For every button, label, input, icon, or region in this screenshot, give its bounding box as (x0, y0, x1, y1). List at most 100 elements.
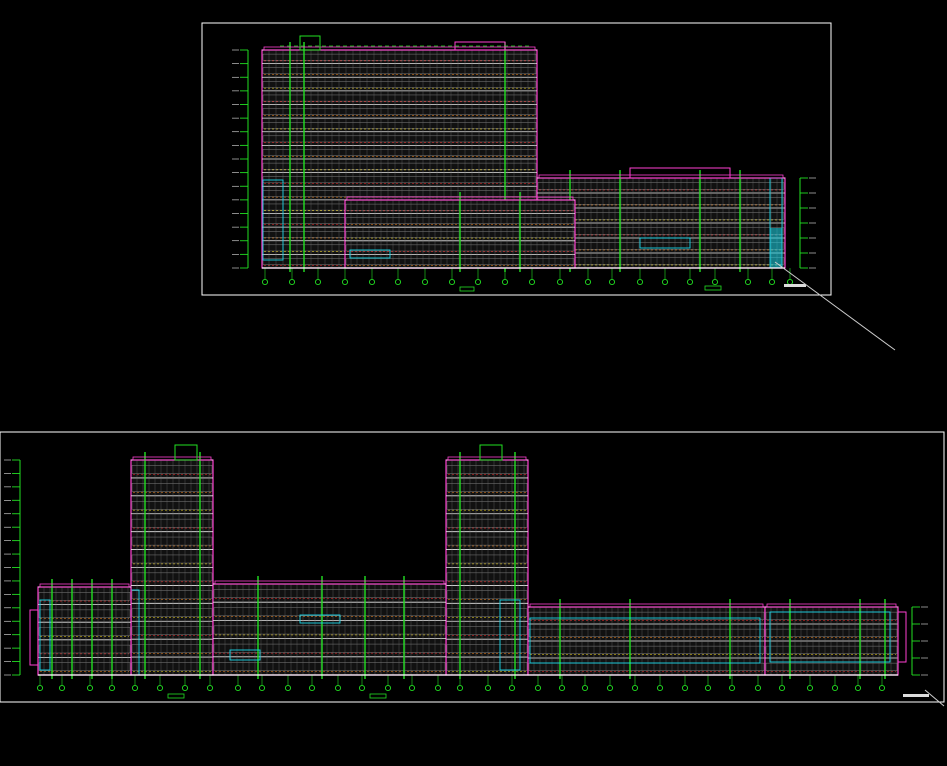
lower-tower-b-block (445, 444, 529, 679)
lower-title-mark (903, 694, 929, 697)
lower-podium-block (29, 576, 907, 679)
window-band (131, 483, 213, 492)
axis-bubble (341, 278, 349, 286)
axis-bubble (744, 278, 752, 286)
axis-bubble (508, 684, 516, 692)
axis-bubble (384, 684, 392, 692)
window-band (213, 643, 446, 653)
window-band (38, 609, 131, 619)
axis-bubble (681, 684, 689, 692)
glazing-highlight (639, 237, 691, 249)
axis-bubble (284, 684, 292, 692)
window-band (537, 182, 785, 190)
glazing-highlight (39, 599, 51, 671)
axis-bubble (778, 684, 786, 692)
window-band (262, 53, 537, 61)
glazing-highlight (529, 617, 761, 664)
window-band (213, 662, 446, 671)
window-band (38, 644, 131, 654)
lower-axis-tag (369, 693, 387, 699)
window-band (446, 644, 528, 653)
axis-bubble (631, 684, 639, 692)
axis-bubble (308, 684, 316, 692)
axis-bubble (234, 684, 242, 692)
window-band (446, 608, 528, 617)
axis-bubble (831, 684, 839, 692)
window-band (38, 592, 131, 601)
parapet (766, 603, 897, 608)
glazing-highlight (262, 179, 284, 261)
upper-title-mark (784, 284, 806, 287)
axis-bubble (656, 684, 664, 692)
window-band (131, 518, 213, 528)
window-band (213, 625, 446, 635)
glazing-highlight (769, 611, 891, 663)
tower-b-roof (479, 444, 503, 461)
axis-bubble (534, 684, 542, 692)
upper-podium-block (344, 167, 786, 272)
parapet (214, 580, 445, 585)
upper-grid-axes (261, 268, 794, 292)
window-band (262, 122, 537, 129)
glazing-highlight (229, 649, 261, 661)
window-band (131, 590, 213, 600)
window-band (38, 662, 131, 671)
upper-axis-tag (459, 286, 475, 292)
axis-bubble (394, 278, 402, 286)
parapet (529, 603, 764, 608)
axis-bubble (768, 278, 776, 286)
tower-a-roof (174, 444, 198, 461)
axis-bubble (448, 278, 456, 286)
axis-bubble (288, 278, 296, 286)
glazing-highlight (349, 249, 391, 259)
axis-bubble (704, 684, 712, 692)
axis-bubble (314, 278, 322, 286)
axis-bubble (86, 684, 94, 692)
lower-tower-a-block (130, 444, 214, 679)
window-band (446, 626, 528, 635)
axis-bubble (754, 684, 762, 692)
roof-tower-a (299, 35, 321, 51)
lower-elevation-drawing (0, 431, 945, 707)
axis-bubble (501, 278, 509, 286)
lower-axis-tag (167, 693, 185, 699)
lower-level-markers-left (4, 459, 21, 676)
window-band (446, 536, 528, 546)
window-band (131, 644, 213, 653)
axis-bubble (661, 278, 669, 286)
axis-bubble (484, 684, 492, 692)
axis-bubble (434, 684, 442, 692)
axis-bubble (878, 684, 886, 692)
lower-leader-stub (924, 689, 945, 707)
upper-elevation-drawing (201, 22, 832, 296)
axis-bubble (456, 684, 464, 692)
window-band (446, 465, 528, 474)
window-band (446, 483, 528, 492)
axis-bubble (36, 684, 44, 692)
window-band (213, 589, 446, 598)
axis-bubble (581, 684, 589, 692)
window-band (131, 536, 213, 546)
axis-bubble (556, 278, 564, 286)
axis-bubble (368, 278, 376, 286)
parapet (346, 196, 574, 201)
axis-bubble (558, 684, 566, 692)
axis-bubble (854, 684, 862, 692)
axis-bubble (408, 684, 416, 692)
upper-level-markers-left (232, 49, 249, 269)
parapet (39, 583, 130, 588)
axis-bubble (584, 278, 592, 286)
axis-bubble (206, 684, 214, 692)
window-band (262, 94, 537, 102)
upper-axis-tag (704, 285, 722, 291)
axis-bubble (686, 278, 694, 286)
upper-sheet-frame (201, 22, 832, 296)
lower-grid-axes (36, 675, 886, 699)
window-band (446, 518, 528, 528)
window-band (262, 81, 537, 88)
window-band (528, 645, 765, 654)
axis-bubble (474, 278, 482, 286)
callout-leader-line (774, 261, 896, 351)
east-bay (897, 611, 907, 663)
window-band (38, 627, 131, 636)
